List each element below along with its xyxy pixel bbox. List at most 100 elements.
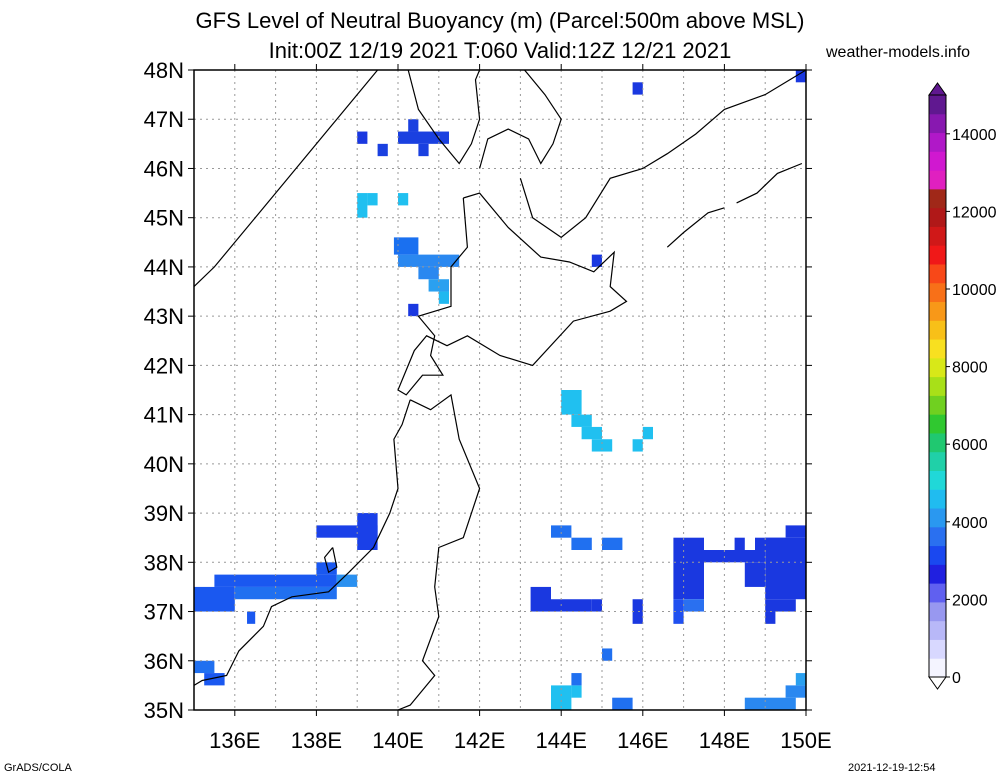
colorbar-label: 10000 (952, 282, 997, 299)
colorbar-segment (929, 620, 946, 640)
lat-label: 47N (144, 107, 184, 132)
lon-label: 140E (372, 728, 423, 753)
map-subtitle: Init:00Z 12/19 2021 T:060 Valid:12Z 12/2… (268, 38, 732, 63)
buoyancy-cell (428, 279, 449, 292)
colorbar-segment (929, 414, 946, 434)
lon-label: 150E (780, 728, 831, 753)
buoyancy-cell (418, 143, 429, 157)
buoyancy-cell (795, 70, 806, 83)
buoyancy-cell (398, 193, 409, 206)
colorbar-label: 14000 (952, 127, 997, 144)
colorbar-segment (929, 95, 946, 115)
site-label: weather-models.info (826, 44, 971, 61)
coastline (323, 547, 338, 574)
lat-label: 36N (144, 649, 184, 674)
colorbar-segment (929, 170, 946, 190)
lat-label: 41N (144, 403, 184, 428)
colorbar-segment (929, 113, 946, 134)
buoyancy-cell (765, 599, 796, 612)
buoyancy-cell (336, 574, 358, 587)
buoyancy-cell (418, 266, 439, 280)
buoyancy-cells (194, 70, 806, 710)
lat-label: 39N (144, 501, 184, 526)
lat-label: 42N (144, 353, 184, 378)
colorbar-segment (929, 583, 946, 603)
colorbar-segment (929, 564, 946, 584)
buoyancy-cell (765, 537, 806, 600)
coastlines (193, 69, 807, 711)
buoyancy-cell (795, 673, 806, 686)
buoyancy-cell (591, 254, 602, 267)
lat-label: 43N (144, 304, 184, 329)
colorbar-segment (929, 207, 946, 227)
buoyancy-cell (571, 414, 592, 427)
buoyancy-cell (377, 143, 388, 157)
colorbar-segment (929, 320, 946, 340)
colorbar-label: 4000 (952, 515, 988, 532)
lat-label: 44N (144, 255, 184, 280)
colorbar-segment (929, 376, 946, 396)
colorbar-segment (929, 639, 946, 659)
coastline (397, 192, 628, 396)
coastline (193, 399, 411, 686)
buoyancy-cell (551, 525, 572, 538)
colorbar-segment (929, 339, 946, 359)
buoyancy-cell (673, 537, 704, 600)
footer-left: GrADS/COLA (4, 762, 72, 774)
buoyancy-cell (530, 586, 551, 612)
colorbar-segment (929, 545, 946, 565)
buoyancy-cell (785, 525, 806, 538)
graticule (194, 70, 806, 710)
buoyancy-cell (367, 193, 378, 206)
buoyancy-cell (357, 131, 368, 144)
buoyancy-cell (571, 673, 582, 686)
colorbar-segment (929, 470, 946, 490)
colorbar-segment (929, 658, 946, 678)
coastline (407, 69, 481, 165)
buoyancy-cell (247, 611, 256, 624)
colorbar-segment (929, 263, 946, 284)
buoyancy-cell (632, 82, 643, 95)
colorbar-label: 2000 (952, 592, 988, 609)
coastline (397, 393, 481, 711)
buoyancy-cell (204, 673, 225, 686)
colorbar-label: 8000 (952, 360, 988, 377)
longitude-labels: 136E 138E 140E 142E 144E 146E 148E 150E (209, 64, 832, 753)
colorbar-segment (929, 301, 946, 321)
colorbar-bottom-arrow (928, 676, 947, 690)
colorbar-label: 12000 (952, 204, 997, 221)
coastline (193, 69, 379, 288)
colorbar (928, 82, 947, 690)
coastline (736, 162, 803, 204)
footer-right: 2021-12-19-12:54 (848, 762, 936, 774)
lat-label: 40N (144, 452, 184, 477)
buoyancy-cell (194, 586, 235, 612)
colorbar-segment (929, 451, 946, 471)
buoyancy-cell (581, 426, 602, 440)
buoyancy-cell (612, 697, 633, 710)
colorbar-segment (929, 526, 946, 547)
colorbar-segment (929, 151, 946, 171)
buoyancy-cell (194, 660, 215, 674)
colorbar-label: 0 (952, 670, 961, 687)
buoyancy-cell (234, 586, 337, 600)
buoyancy-cell (632, 439, 643, 452)
buoyancy-cell (316, 562, 337, 575)
buoyancy-cell (744, 562, 766, 587)
lon-label: 136E (209, 728, 260, 753)
buoyancy-cell (591, 439, 613, 452)
colorbar-label: 6000 (952, 437, 988, 454)
buoyancy-cell (408, 303, 419, 317)
buoyancy-cell (398, 254, 460, 267)
colorbar-segment (929, 357, 946, 378)
buoyancy-cell (357, 193, 368, 218)
buoyancy-cell (602, 537, 623, 550)
buoyancy-cell (591, 599, 602, 612)
colorbar-segment (929, 601, 946, 622)
colorbar-segment (929, 282, 946, 303)
colorbar-segment (929, 508, 946, 528)
buoyancy-cell (438, 291, 449, 304)
colorbar-segment (929, 432, 946, 453)
buoyancy-cell (642, 426, 653, 440)
lat-label: 45N (144, 206, 184, 231)
